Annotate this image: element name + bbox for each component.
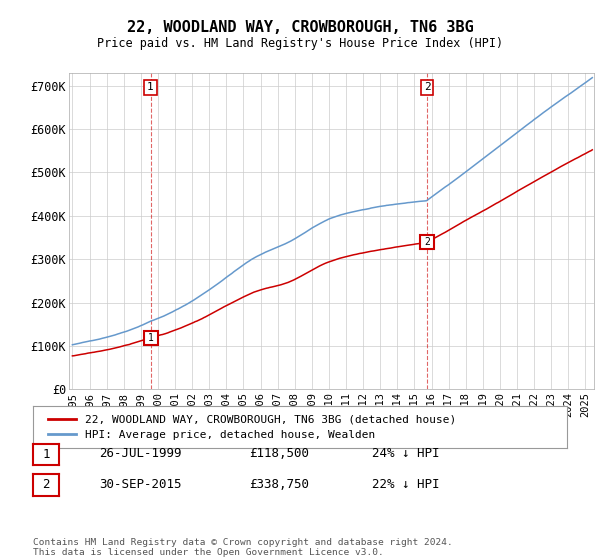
Text: 30-SEP-2015: 30-SEP-2015 (99, 478, 182, 491)
Text: 2: 2 (424, 82, 431, 92)
Text: 24% ↓ HPI: 24% ↓ HPI (372, 447, 439, 460)
Legend: 22, WOODLAND WAY, CROWBOROUGH, TN6 3BG (detached house), HPI: Average price, det: 22, WOODLAND WAY, CROWBOROUGH, TN6 3BG (… (44, 410, 461, 444)
Text: Price paid vs. HM Land Registry's House Price Index (HPI): Price paid vs. HM Land Registry's House … (97, 38, 503, 50)
Text: 2: 2 (43, 478, 50, 492)
Text: 2: 2 (424, 237, 430, 248)
Text: 1: 1 (147, 82, 154, 92)
Text: 26-JUL-1999: 26-JUL-1999 (99, 447, 182, 460)
Text: £118,500: £118,500 (249, 447, 309, 460)
Text: 22% ↓ HPI: 22% ↓ HPI (372, 478, 439, 491)
Text: 1: 1 (43, 447, 50, 461)
Text: Contains HM Land Registry data © Crown copyright and database right 2024.
This d: Contains HM Land Registry data © Crown c… (33, 538, 453, 557)
Text: 1: 1 (148, 333, 154, 343)
Text: 22, WOODLAND WAY, CROWBOROUGH, TN6 3BG: 22, WOODLAND WAY, CROWBOROUGH, TN6 3BG (127, 20, 473, 35)
Text: £338,750: £338,750 (249, 478, 309, 491)
